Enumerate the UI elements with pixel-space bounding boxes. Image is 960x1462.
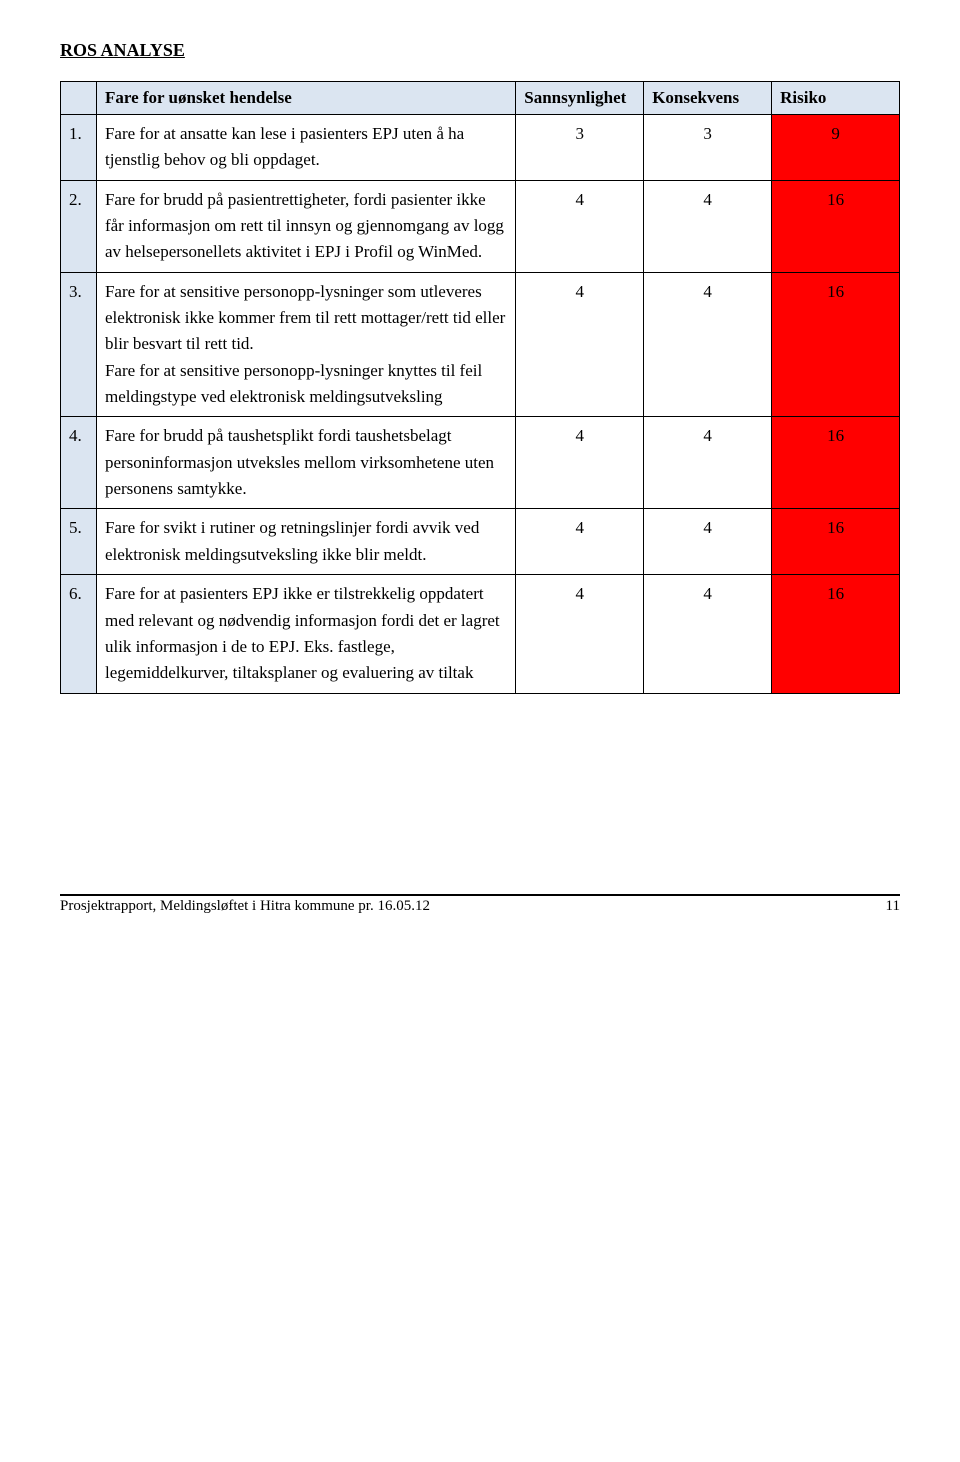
row-konsekvens: 4	[644, 272, 772, 417]
footer-separator	[60, 894, 900, 896]
row-sannsynlighet: 4	[516, 575, 644, 693]
row-description: Fare for brudd på pasientrettigheter, fo…	[96, 180, 515, 272]
footer-left: Prosjektrapport, Meldingsløftet i Hitra …	[60, 898, 430, 915]
row-description: Fare for at ansatte kan lese i pasienter…	[96, 115, 515, 181]
table-row: 2. Fare for brudd på pasientrettigheter,…	[61, 180, 900, 272]
row-risiko: 16	[772, 272, 900, 417]
row-number: 4.	[61, 417, 97, 509]
row-number: 2.	[61, 180, 97, 272]
row-number: 5.	[61, 509, 97, 575]
desc-text: Fare for at ansatte kan lese i pasienter…	[105, 121, 507, 174]
row-konsekvens: 4	[644, 180, 772, 272]
row-konsekvens: 4	[644, 417, 772, 509]
table-row: 4. Fare for brudd på taushetsplikt fordi…	[61, 417, 900, 509]
row-description: Fare for at pasienters EPJ ikke er tilst…	[96, 575, 515, 693]
row-sannsynlighet: 3	[516, 115, 644, 181]
header-risiko: Risiko	[772, 82, 900, 115]
row-risiko: 16	[772, 509, 900, 575]
row-number: 6.	[61, 575, 97, 693]
row-konsekvens: 3	[644, 115, 772, 181]
row-sannsynlighet: 4	[516, 509, 644, 575]
row-sannsynlighet: 4	[516, 417, 644, 509]
ros-table: Fare for uønsket hendelse Sannsynlighet …	[60, 81, 900, 694]
page-number: 11	[886, 898, 900, 915]
footer: Prosjektrapport, Meldingsløftet i Hitra …	[60, 898, 900, 915]
row-description: Fare for svikt i rutiner og retningslinj…	[96, 509, 515, 575]
row-risiko: 16	[772, 180, 900, 272]
table-header-row: Fare for uønsket hendelse Sannsynlighet …	[61, 82, 900, 115]
desc-text: Fare for at sensitive personopp-lysninge…	[105, 279, 507, 411]
desc-text: Fare for brudd på pasientrettigheter, fo…	[105, 187, 507, 266]
header-hendelse: Fare for uønsket hendelse	[96, 82, 515, 115]
row-description: Fare for at sensitive personopp-lysninge…	[96, 272, 515, 417]
header-konsekvens: Konsekvens	[644, 82, 772, 115]
row-konsekvens: 4	[644, 575, 772, 693]
table-row: 3. Fare for at sensitive personopp-lysni…	[61, 272, 900, 417]
table-row: 5. Fare for svikt i rutiner og retningsl…	[61, 509, 900, 575]
header-blank	[61, 82, 97, 115]
desc-text: Fare for brudd på taushetsplikt fordi ta…	[105, 423, 507, 502]
row-sannsynlighet: 4	[516, 180, 644, 272]
table-row: 6. Fare for at pasienters EPJ ikke er ti…	[61, 575, 900, 693]
header-sannsynlighet: Sannsynlighet	[516, 82, 644, 115]
row-description: Fare for brudd på taushetsplikt fordi ta…	[96, 417, 515, 509]
desc-text: Fare for at pasienters EPJ ikke er tilst…	[105, 581, 507, 686]
page-title: ROS ANALYSE	[60, 40, 900, 61]
row-risiko: 9	[772, 115, 900, 181]
desc-text: Fare for svikt i rutiner og retningslinj…	[105, 515, 507, 568]
table-row: 1. Fare for at ansatte kan lese i pasien…	[61, 115, 900, 181]
row-risiko: 16	[772, 417, 900, 509]
row-sannsynlighet: 4	[516, 272, 644, 417]
row-number: 3.	[61, 272, 97, 417]
row-konsekvens: 4	[644, 509, 772, 575]
row-number: 1.	[61, 115, 97, 181]
row-risiko: 16	[772, 575, 900, 693]
